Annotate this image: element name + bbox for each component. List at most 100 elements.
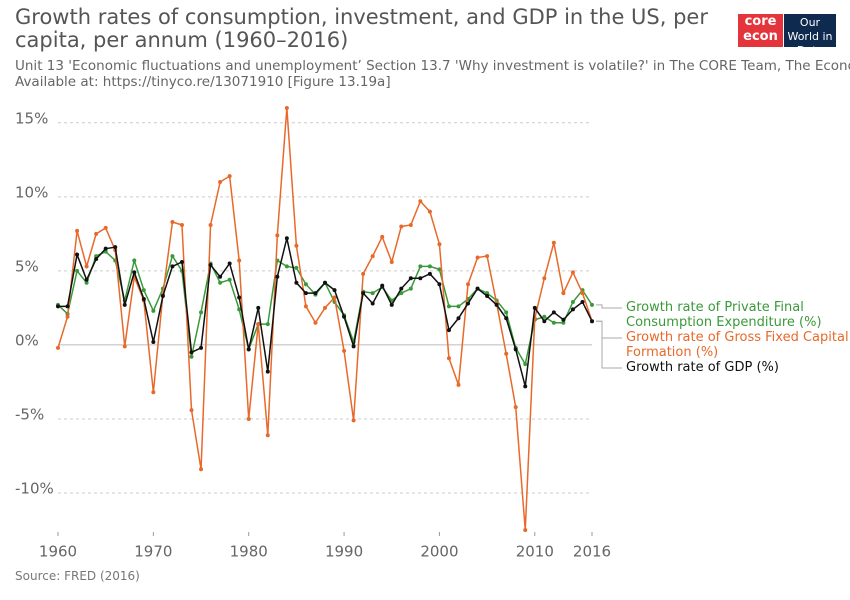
y-tick-label: 5% (15, 257, 39, 275)
data-point (132, 270, 137, 275)
data-point (408, 286, 413, 291)
data-point (227, 174, 232, 179)
data-point (389, 302, 394, 307)
data-point (590, 319, 594, 324)
data-point (141, 297, 146, 302)
data-point (494, 302, 499, 307)
data-point (590, 302, 594, 307)
data-point (342, 314, 347, 319)
data-point (437, 242, 442, 247)
data-point (504, 316, 509, 321)
data-point (513, 405, 518, 410)
y-tick-label: 10% (15, 183, 48, 201)
data-point (418, 276, 423, 281)
data-point (199, 467, 204, 472)
series-line (58, 238, 593, 387)
data-point (227, 277, 232, 282)
data-point (446, 304, 451, 309)
data-point (294, 265, 299, 270)
data-point (94, 257, 99, 262)
legend-label[interactable]: Growth rate of Private Final Consumption… (626, 300, 822, 330)
data-point (399, 224, 404, 229)
data-point (342, 348, 347, 353)
legend-connector (596, 320, 622, 339)
data-point (466, 301, 471, 306)
data-point (446, 328, 451, 333)
logo-text: core (744, 14, 777, 29)
data-point (75, 268, 80, 273)
data-point (132, 258, 137, 263)
data-point (170, 264, 175, 269)
data-point (227, 261, 232, 266)
data-point (218, 280, 223, 285)
data-point (561, 291, 566, 296)
data-point (485, 254, 490, 259)
data-point (218, 180, 223, 185)
data-point (532, 305, 537, 310)
data-point (399, 286, 404, 291)
data-point (208, 262, 213, 267)
data-point (237, 295, 242, 300)
data-point (580, 299, 585, 304)
data-point (542, 276, 547, 281)
chart-title: Growth rates of consumption, investment,… (15, 5, 708, 52)
data-point (561, 317, 566, 322)
data-point (427, 271, 432, 276)
data-point (265, 369, 270, 374)
data-point (103, 246, 108, 251)
legend-label[interactable]: Growth rate of Gross Fixed Capital Forma… (626, 330, 849, 360)
data-point (275, 233, 280, 238)
data-point (294, 280, 299, 285)
data-point (475, 255, 480, 260)
data-point (380, 234, 385, 239)
data-point (303, 291, 308, 296)
data-point (580, 291, 585, 296)
data-point (122, 344, 127, 349)
data-point (427, 264, 432, 269)
data-point (370, 301, 375, 306)
logo[interactable]: Our World in Data (784, 14, 836, 57)
data-point (570, 270, 575, 275)
data-point (504, 310, 509, 315)
data-point (542, 319, 547, 324)
data-point (94, 231, 99, 236)
legend-label[interactable]: Growth rate of GDP (%) (626, 360, 779, 375)
legend-connector (596, 304, 622, 309)
data-point (246, 416, 251, 421)
x-tick-label: 2000 (420, 543, 458, 561)
data-point (189, 350, 194, 355)
data-point (542, 314, 547, 319)
logo: core econ (738, 14, 783, 47)
series-line (57, 107, 593, 531)
data-point (294, 243, 299, 248)
data-point (456, 304, 461, 309)
logo-text: econ (743, 29, 778, 44)
data-point (351, 418, 356, 423)
data-point (504, 351, 509, 356)
data-point (170, 220, 175, 225)
data-point (361, 291, 366, 296)
data-point (246, 347, 251, 352)
x-tick-label: 1990 (325, 543, 363, 561)
source: Source: FRED (2016) (15, 569, 140, 583)
data-point (561, 320, 566, 325)
data-point (427, 209, 432, 214)
data-point (380, 283, 385, 288)
data-point (570, 307, 575, 312)
data-point (84, 264, 89, 269)
data-point (370, 254, 375, 259)
data-point (189, 408, 194, 413)
data-point (65, 314, 70, 319)
data-point (332, 295, 337, 300)
data-point (551, 240, 556, 245)
data-point (237, 258, 242, 263)
data-point (65, 304, 70, 309)
subtitle: Unit 13 'Economic fluctuations and unemp… (15, 58, 850, 90)
data-point (265, 322, 270, 327)
data-point (437, 282, 442, 287)
data-point (179, 222, 184, 227)
data-point (284, 236, 289, 241)
data-point (199, 345, 204, 350)
data-point (351, 344, 356, 349)
x-tick-label: 1980 (230, 543, 268, 561)
